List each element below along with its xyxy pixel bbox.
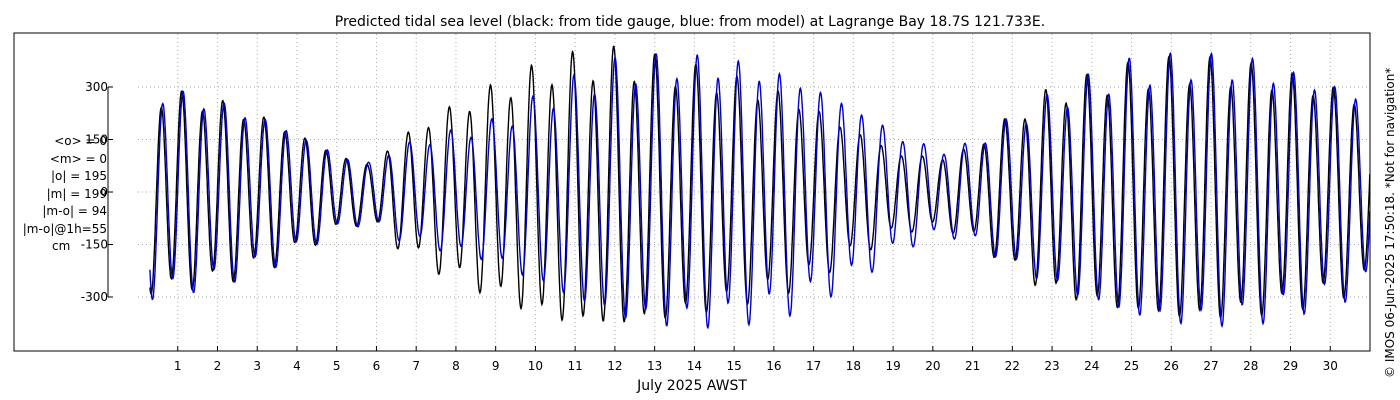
x-tick-label: 23 [1044, 359, 1059, 373]
stat-abs-observed: |o| = 195 [50, 169, 107, 183]
stat-mean-model: <m> = 0 [49, 151, 107, 166]
x-tick-label: 15 [726, 359, 741, 373]
plot-frame [13, 32, 1371, 352]
y-tick-label: 150 [85, 133, 108, 147]
x-tick-label: 20 [925, 359, 940, 373]
stat-abs-diff-1h: |m-o|@1h=55 [22, 221, 107, 236]
x-tick-label: 4 [293, 359, 301, 373]
x-tick-label: 1 [174, 359, 182, 373]
stat-abs-model: |m| = 199 [46, 186, 107, 201]
x-tick-label: 14 [687, 359, 702, 373]
y-tick-label: 0 [100, 185, 108, 199]
x-tick-label: 8 [452, 359, 460, 373]
y-tick-label: 300 [85, 80, 108, 94]
x-tick-label: 9 [492, 359, 500, 373]
series-layer [149, 45, 1371, 330]
x-tick-label: 6 [373, 359, 381, 373]
x-tick-label: 10 [528, 359, 543, 373]
x-tick-label: 17 [806, 359, 821, 373]
x-tick-label: 29 [1283, 359, 1298, 373]
x-tick-label: 7 [412, 359, 420, 373]
x-tick-label: 18 [846, 359, 861, 373]
series-model-line [149, 51, 1371, 330]
stat-abs-diff: |m-o| = 94 [42, 204, 107, 218]
x-axis-label: July 2025 AWST [636, 378, 747, 394]
x-tick-label: 28 [1243, 359, 1258, 373]
y-tick-label: -300 [81, 290, 108, 304]
y-tick-label: -150 [81, 238, 108, 252]
x-tick-label: 2 [214, 359, 222, 373]
chart-title: Predicted tidal sea level (black: from t… [335, 14, 1045, 30]
stat-unit: cm [52, 239, 71, 253]
x-tick-label: 27 [1203, 359, 1218, 373]
stat-mean-observed: <o> = 0 [54, 134, 107, 148]
x-tick-label: 30 [1323, 359, 1338, 373]
x-tick-label: 5 [333, 359, 341, 373]
x-tick-label: 25 [1124, 359, 1139, 373]
x-tick-label: 21 [965, 359, 980, 373]
x-tick-label: 16 [766, 359, 781, 373]
series-tide-gauge-line [149, 45, 1371, 323]
x-tick-label: 22 [1005, 359, 1020, 373]
x-tick-label: 24 [1084, 359, 1099, 373]
credit-note: © IMOS 06-Jun-2025 17:50:18. *Not for na… [1383, 67, 1397, 378]
x-tick-label: 3 [253, 359, 261, 373]
x-tick-label: 19 [885, 359, 900, 373]
x-tick-label: 13 [647, 359, 662, 373]
x-tick-label: 26 [1164, 359, 1179, 373]
x-tick-label: 11 [568, 359, 583, 373]
x-tick-label: 12 [607, 359, 622, 373]
